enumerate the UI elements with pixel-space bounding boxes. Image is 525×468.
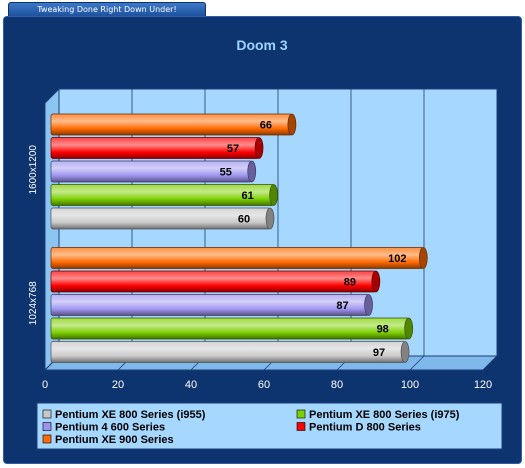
category-label: 1600x1200 [28, 145, 39, 195]
x-tick-label: 20 [112, 379, 124, 391]
bars: 66 57 55 61 60 102 89 87 98 97 [50, 113, 428, 363]
legend-swatch [42, 434, 52, 444]
legend-swatch [296, 422, 306, 431]
axes: 1600x1200 1024x768 0 20 40 60 80 100 120 [28, 145, 492, 391]
data-label: 61 [242, 190, 254, 202]
data-label: 60 [238, 214, 250, 226]
bar [50, 247, 428, 269]
bar [50, 137, 264, 159]
floor-gridline [482, 355, 498, 371]
legend-label: Pentium XE 800 Series (i975) [309, 409, 460, 421]
legend-swatch [42, 409, 52, 419]
x-tick-label: 0 [42, 379, 48, 391]
x-tick-label: 120 [474, 379, 492, 391]
legend-swatch [42, 422, 52, 431]
bar [50, 113, 297, 136]
legend-swatch [296, 409, 306, 419]
bar [50, 160, 257, 183]
data-label: 57 [227, 143, 239, 155]
legend-label: Pentium XE 800 Series (i955) [55, 409, 206, 421]
bar [50, 207, 275, 230]
x-tick-label: 100 [401, 379, 419, 391]
data-label: 102 [388, 253, 406, 265]
bar [50, 184, 278, 206]
data-label: 98 [377, 324, 389, 336]
legend: Pentium XE 800 Series (i955) Pentium XE 8… [36, 402, 503, 450]
bar [50, 270, 381, 293]
bar [50, 341, 410, 363]
bar [50, 294, 373, 316]
data-label: 89 [344, 277, 356, 289]
chart-title: Doom 3 [236, 37, 288, 53]
data-label: 87 [336, 300, 348, 312]
x-tick-label: 80 [331, 379, 343, 391]
data-label: 66 [260, 120, 272, 132]
legend-box [36, 402, 503, 450]
data-label: 97 [373, 347, 385, 359]
legend-label: Pentium D 800 Series [309, 422, 421, 434]
legend-label: Pentium XE 900 Series [55, 434, 174, 446]
x-tick-label: 60 [258, 379, 270, 391]
legend-label: Pentium 4 600 Series [55, 422, 165, 434]
x-tick-label: 40 [185, 379, 197, 391]
data-label: 55 [220, 167, 232, 179]
bar [50, 317, 414, 340]
category-label: 1024x768 [28, 281, 39, 325]
floor-gridline [409, 355, 425, 371]
site-banner-tab: Tweaking Done Right Down Under! [8, 2, 206, 17]
